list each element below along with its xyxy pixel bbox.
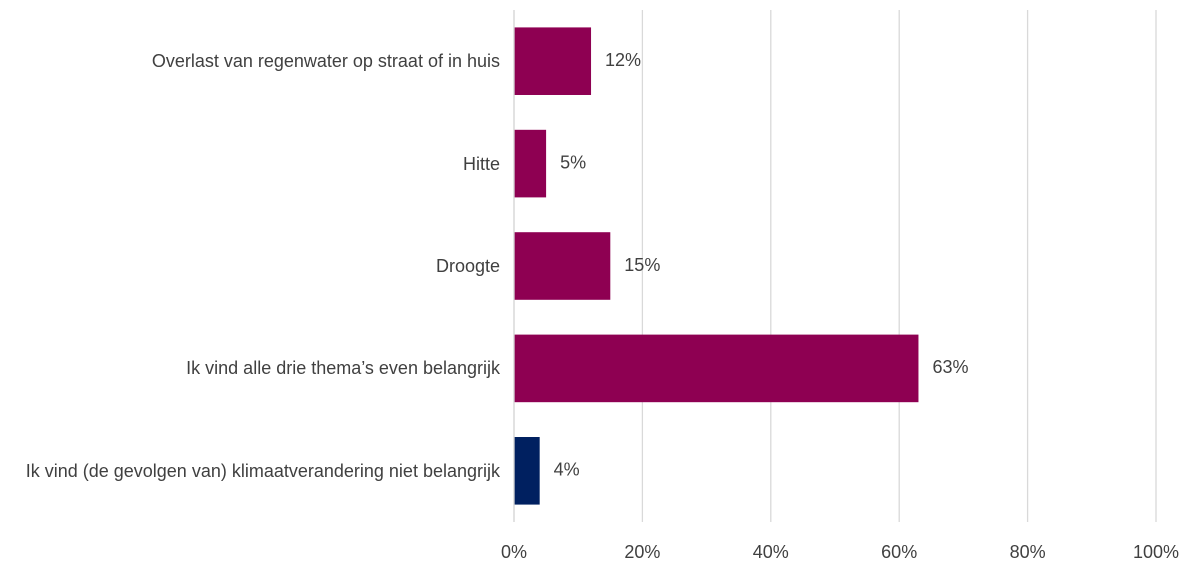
bar: [514, 232, 611, 300]
y-tick-label: Overlast van regenwater op straat of in …: [151, 51, 500, 72]
y-tick-label-box: Ik vind (de gevolgen van) klimaatverande…: [0, 459, 500, 483]
x-tick-label: 100%: [1133, 542, 1179, 562]
x-tick-label: 40%: [753, 542, 789, 562]
x-tick-label: 0%: [501, 542, 527, 562]
data-label: 63%: [932, 357, 968, 377]
data-label: 5%: [560, 152, 586, 172]
y-tick-label-box: Hitte: [0, 152, 500, 176]
bar: [514, 129, 547, 198]
y-tick-label-box: Overlast van regenwater op straat of in …: [0, 49, 500, 73]
bar: [514, 27, 592, 95]
data-label: 15%: [624, 255, 660, 275]
x-tick-label: 60%: [881, 542, 917, 562]
y-tick-label: Hitte: [462, 153, 500, 174]
y-tick-label-box: Ik vind alle drie thema’s even belangrij…: [0, 356, 500, 380]
y-tick-label-box: Droogte: [0, 254, 500, 278]
data-label: 12%: [605, 50, 641, 70]
y-tick-label: Ik vind alle drie thema’s even belangrij…: [186, 358, 500, 379]
y-tick-label: Droogte: [435, 256, 500, 276]
bar: [514, 437, 540, 505]
bar: [514, 334, 919, 403]
x-tick-label: 20%: [624, 542, 660, 562]
y-tick-label: Ik vind (de gevolgen van) klimaatverande…: [25, 460, 500, 481]
x-tick-label: 80%: [1010, 542, 1046, 562]
data-label: 4%: [554, 460, 580, 480]
